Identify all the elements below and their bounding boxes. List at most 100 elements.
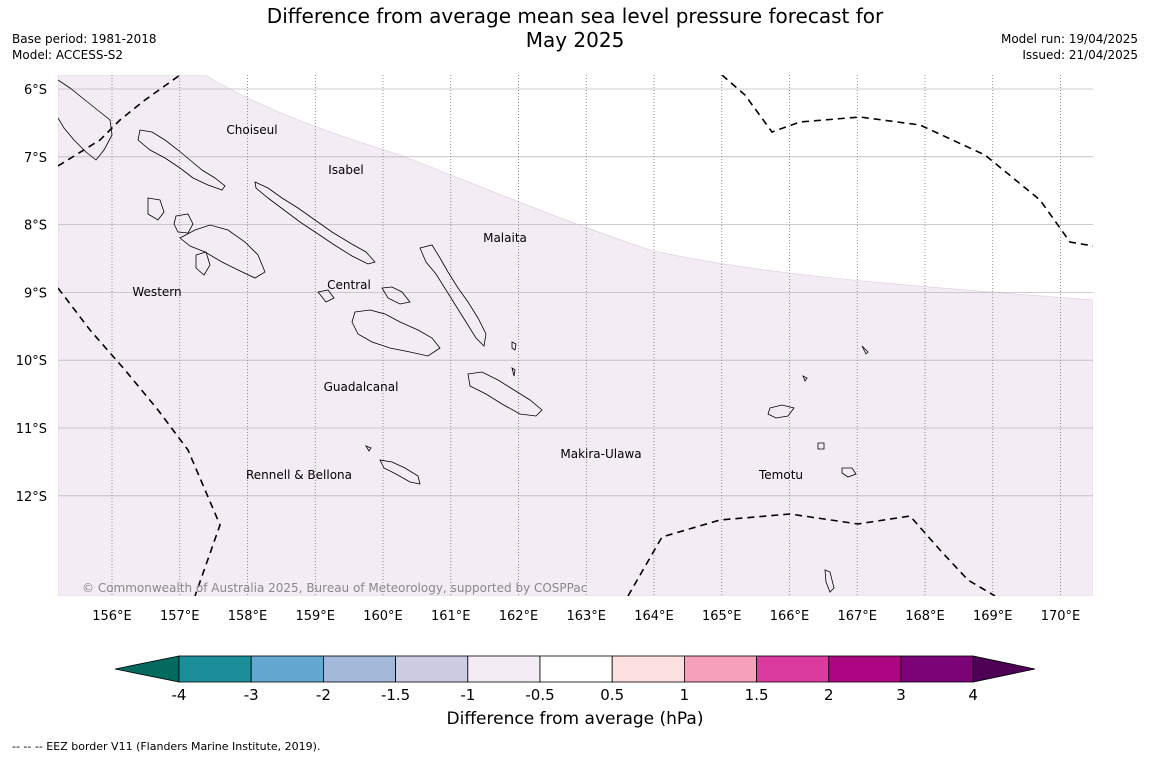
lat-label: 10°S — [16, 354, 47, 369]
lat-label: 8°S — [24, 219, 47, 234]
place-label: Isabel — [328, 163, 363, 177]
coastlines — [58, 79, 869, 593]
colorbar-tick-label: 0.5 — [600, 686, 624, 704]
base-period: Base period: 1981-2018 — [12, 32, 157, 46]
latitude-labels: 6°S 7°S 8°S 9°S 10°S 11°S 12°S — [16, 83, 47, 505]
colorbar-segment — [395, 655, 469, 683]
colorbar-segment — [611, 655, 685, 683]
eez-border-east-top — [721, 75, 1093, 247]
model-name: Model: ACCESS-S2 — [12, 48, 124, 62]
colorbar-segment — [756, 655, 830, 683]
colorbar-segment — [250, 655, 324, 683]
place-label: Rennell & Bellona — [246, 468, 352, 482]
island-vella-lavella — [147, 197, 165, 221]
lon-label: 163°E — [566, 609, 606, 624]
longitude-labels: 156°E 157°E 158°E 159°E 160°E 161°E 162°E 163°E… — [92, 609, 1080, 624]
island-florida — [381, 286, 411, 305]
lon-label: 159°E — [295, 609, 335, 624]
island-russell — [317, 289, 335, 303]
island-kolombangara — [173, 213, 194, 234]
island-tikopia — [824, 569, 835, 593]
lat-label: 9°S — [24, 286, 47, 301]
island-guadalcanal — [351, 309, 441, 357]
colorbar-tick-label: 1 — [680, 686, 690, 704]
map-area: Choiseul Isabel Malaita Western Central Guada… — [58, 75, 1093, 596]
lon-label: 158°E — [228, 609, 268, 624]
lon-label: 165°E — [702, 609, 742, 624]
eez-border-southeast — [627, 513, 996, 596]
lon-label: 169°E — [973, 609, 1013, 624]
place-label: Western — [132, 285, 181, 299]
place-label: Makira-Ulawa — [560, 447, 641, 461]
anomaly-region — [58, 75, 1093, 596]
island-malaita — [419, 244, 487, 347]
province-labels: Choiseul Isabel Malaita Western Central Guada… — [132, 123, 803, 482]
colorbar-under-arrow — [114, 655, 180, 683]
title-line-2: May 2025 — [525, 28, 625, 52]
issued-date: Issued: 21/04/2025 — [1022, 48, 1138, 62]
model-run: Model run: 19/04/2025 — [1000, 32, 1138, 46]
lon-label: 157°E — [160, 609, 200, 624]
eez-borders — [58, 75, 1093, 596]
meta-right: Model run: 19/04/2025 Issued: 21/04/2025 — [1001, 31, 1138, 63]
island-small-malaita — [511, 341, 517, 351]
lat-label: 11°S — [16, 422, 47, 437]
title-line-1: Difference from average mean sea level p… — [266, 4, 884, 28]
colorbar-segment — [178, 655, 252, 683]
copyright-notice: © Commonwealth of Australia 2025, Bureau… — [82, 581, 587, 595]
colorbar-over-arrow — [972, 655, 1036, 683]
island-utupua — [817, 442, 825, 450]
place-label: Temotu — [758, 468, 803, 482]
colorbar: -4 -3 -2 -1.5 -1 -0.5 0.5 1 1.5 2 3 4 — [114, 655, 1036, 704]
lat-label: 7°S — [24, 151, 47, 166]
island-reef — [861, 345, 869, 355]
lon-label: 160°E — [363, 609, 403, 624]
island-bougainville — [58, 79, 113, 161]
lat-label: 6°S — [24, 83, 47, 98]
colorbar-segment — [322, 655, 396, 683]
place-label: Guadalcanal — [324, 380, 399, 394]
colorbar-segment — [900, 655, 974, 683]
eez-footnote: -- -- -- EEZ border V11 (Flanders Marine… — [12, 740, 321, 753]
colorbar-tick-label: -0.5 — [525, 686, 554, 704]
colorbar-tick-label: 2 — [824, 686, 834, 704]
colorbar-segment — [467, 655, 541, 683]
island-rendova — [195, 251, 211, 276]
chart-title: Difference from average mean sea level p… — [0, 4, 1150, 52]
island-bellona — [365, 445, 372, 452]
eez-border-west-top — [58, 75, 181, 167]
island-ulawa — [511, 367, 516, 377]
island-isabel — [254, 181, 376, 265]
latitude-gridlines — [58, 88, 1093, 497]
island-choiseul — [137, 129, 226, 191]
colorbar-tick-label: -4 — [172, 686, 187, 704]
colorbar-tick-label: 4 — [968, 686, 978, 704]
lon-label: 164°E — [634, 609, 674, 624]
colorbar-segment — [539, 655, 613, 683]
lon-label: 156°E — [92, 609, 132, 624]
colorbar-tick-label: 3 — [896, 686, 906, 704]
colorbar-tick-label: -1 — [460, 686, 475, 704]
colorbar-segment — [828, 655, 902, 683]
colorbar-title: Difference from average (hPa) — [446, 709, 704, 729]
eez-border-west — [58, 287, 221, 596]
place-label: Malaita — [483, 231, 527, 245]
island-rennell — [379, 459, 421, 485]
lon-label: 167°E — [837, 609, 877, 624]
island-duff — [802, 375, 808, 382]
lon-label: 166°E — [770, 609, 810, 624]
place-label: Central — [327, 278, 371, 292]
island-santa-cruz — [767, 404, 795, 419]
lon-label: 170°E — [1041, 609, 1081, 624]
island-makira — [467, 371, 543, 417]
lon-label: 162°E — [499, 609, 539, 624]
colorbar-segment — [684, 655, 758, 683]
colorbar-tick-label: -2 — [316, 686, 331, 704]
island-vanikoro — [841, 467, 857, 478]
lat-label: 12°S — [16, 490, 47, 505]
lon-label: 161°E — [431, 609, 471, 624]
place-label: Choiseul — [226, 123, 277, 137]
meta-left: Base period: 1981-2018 Model: ACCESS-S2 — [12, 31, 157, 63]
colorbar-tick-label: 1.5 — [745, 686, 769, 704]
